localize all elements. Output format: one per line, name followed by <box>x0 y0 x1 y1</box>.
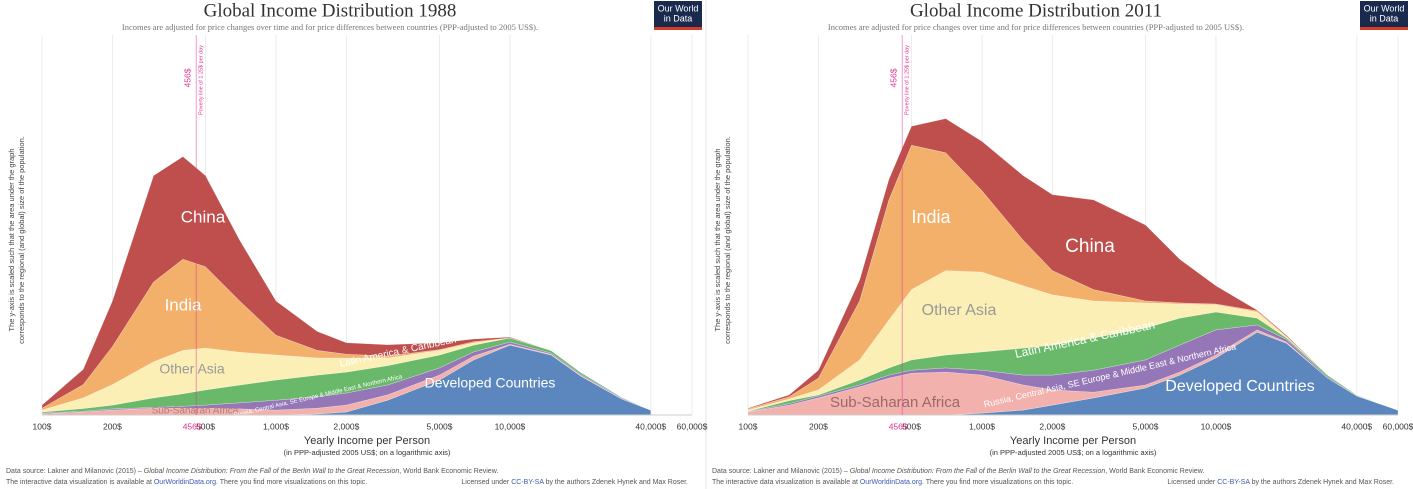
footer-part: Global Income Distribution: From the Fal… <box>850 468 1106 475</box>
footer-part: , World Bank Economic Review. <box>399 468 498 475</box>
x-tick-label: 500$ <box>196 421 215 431</box>
area-label: Developed Countries <box>425 375 556 391</box>
x-tick-label: 40,000$ <box>1341 421 1372 431</box>
footer-part: Data source: Lakner and Milanovic (2015)… <box>712 468 850 475</box>
x-tick-label: 200$ <box>103 421 122 431</box>
x-tick-label: 500$ <box>902 421 921 431</box>
x-tick-label: 2,000$ <box>333 421 359 431</box>
y-axis-label: The y-axis is scaled such that the area … <box>713 148 722 331</box>
poverty-label: 456$ <box>888 68 898 87</box>
x-tick-label: 60,000$ <box>1383 421 1413 431</box>
area-label: Other Asia <box>159 361 225 377</box>
x-tick-label: 10,000$ <box>1201 421 1232 431</box>
chart-subtitle: Incomes are adjusted for price changes o… <box>828 22 1244 32</box>
poverty-note: Poverty line of 1.25$ per day <box>905 45 911 115</box>
chart-title: Global Income Distribution 2011 <box>910 0 1162 21</box>
y-axis-label: corresponds to the regional (and global)… <box>723 136 732 344</box>
poverty-tick-label: 456$ <box>183 421 202 431</box>
footer-part: The interactive data visualization is av… <box>712 479 860 486</box>
area-label: Other Asia <box>922 302 997 319</box>
x-axis-sublabel: (in PPP-adjusted 2005 US$; on a logarith… <box>284 448 451 457</box>
footer-link[interactable]: OurWorldinData.org <box>860 479 922 486</box>
logo-text: Our World <box>658 3 699 13</box>
footer-part: by the authors Zdenek Hynek and Max Rose… <box>1250 479 1394 486</box>
x-tick-label: 100$ <box>33 421 52 431</box>
chart-subtitle: Incomes are adjusted for price changes o… <box>122 22 538 32</box>
footer-text: Licensed under CC-BY-SA by the authors Z… <box>1167 479 1394 486</box>
footer-part: , World Bank Economic Review. <box>1105 468 1204 475</box>
footer-text: Data source: Lakner and Milanovic (2015)… <box>6 468 498 475</box>
footer-link[interactable]: CC-BY-SA <box>1217 479 1250 486</box>
area-label: India <box>911 207 951 227</box>
x-tick-label: 10,000$ <box>495 421 526 431</box>
x-axis-sublabel: (in PPP-adjusted 2005 US$; on a logarith… <box>990 448 1157 457</box>
footer-part: . There you find more visualizations on … <box>216 479 367 486</box>
poverty-label: 456$ <box>182 68 192 87</box>
y-axis-label: corresponds to the regional (and global)… <box>17 136 26 344</box>
x-axis-label: Yearly Income per Person <box>304 435 430 447</box>
logo-box <box>654 1 702 29</box>
x-tick-label: 5,000$ <box>1133 421 1159 431</box>
footer-text: The interactive data visualization is av… <box>6 479 367 486</box>
logo-text: Our World <box>1364 3 1405 13</box>
footer-part: Global Income Distribution: From the Fal… <box>144 468 400 475</box>
logo-bar <box>1360 27 1408 30</box>
logo-text: in Data <box>664 13 693 23</box>
x-tick-label: 60,000$ <box>677 421 708 431</box>
x-tick-label: 40,000$ <box>635 421 666 431</box>
footer-part: Data source: Lakner and Milanovic (2015)… <box>6 468 144 475</box>
y-axis-label: The y-axis is scaled such that the area … <box>7 148 16 331</box>
poverty-tick-label: 456$ <box>889 421 908 431</box>
logo-text: in Data <box>1370 13 1399 23</box>
footer-link[interactable]: CC-BY-SA <box>511 479 544 486</box>
area <box>747 118 1399 411</box>
footer-part: . There you find more visualizations on … <box>922 479 1073 486</box>
footer-text: Licensed under CC-BY-SA by the authors Z… <box>461 479 688 486</box>
footer-text: The interactive data visualization is av… <box>712 479 1073 486</box>
footer-part: The interactive data visualization is av… <box>6 479 154 486</box>
logo-bar <box>654 27 702 30</box>
x-tick-label: 100$ <box>739 421 758 431</box>
footer-text: Data source: Lakner and Milanovic (2015)… <box>712 468 1204 475</box>
poverty-note: Poverty line of 1.25$ per day <box>199 45 205 115</box>
x-tick-label: 1,000$ <box>263 421 289 431</box>
chart-title: Global Income Distribution 1988 <box>204 0 457 21</box>
area-label: Sub-Saharan Africa <box>830 394 961 411</box>
x-tick-label: 5,000$ <box>427 421 453 431</box>
footer-part: by the authors Zdenek Hynek and Max Rose… <box>544 479 688 486</box>
x-axis-label: Yearly Income per Person <box>1010 435 1136 447</box>
area-label: China <box>181 207 226 226</box>
area-label: India <box>165 295 202 314</box>
area <box>41 156 651 411</box>
logo-box <box>1360 1 1408 29</box>
x-tick-label: 200$ <box>809 421 828 431</box>
x-tick-label: 1,000$ <box>969 421 995 431</box>
x-tick-label: 2,000$ <box>1039 421 1065 431</box>
footer-part: Licensed under <box>1167 479 1217 486</box>
area-label: China <box>1065 236 1115 257</box>
footer-link[interactable]: OurWorldinData.org <box>154 479 216 486</box>
area-label: Sub-Saharan Africa <box>152 406 239 417</box>
footer-part: Licensed under <box>461 479 511 486</box>
area-label: Developed Countries <box>1165 378 1314 395</box>
